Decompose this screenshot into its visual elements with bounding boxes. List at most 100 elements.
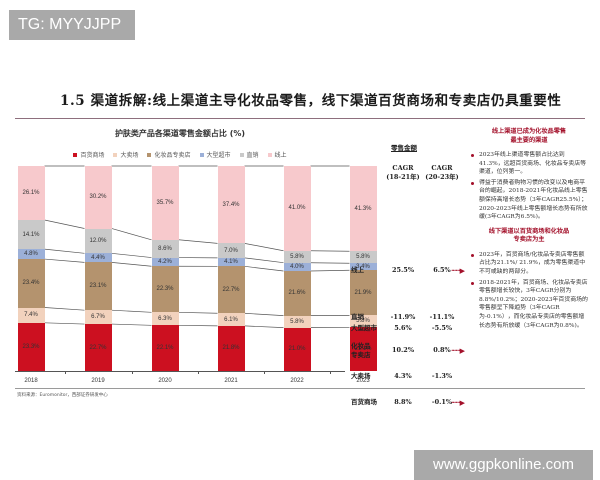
x-tick (131, 371, 133, 374)
chart-title: 护肤类产品各渠道零售金额占比 (%) (114, 129, 246, 138)
legend-item-direct: 直销 (239, 150, 259, 159)
bar-segment: 8.6% (151, 239, 179, 258)
col-header-line: CAGR (392, 164, 414, 172)
col-header-line: (20-23年) (425, 173, 459, 181)
arrow-right-icon: ······▶ (451, 398, 465, 407)
bar-segment: 4.8% (17, 249, 45, 260)
bar-segment: 21.9% (349, 270, 377, 316)
legend-label: 百货商场 (80, 152, 105, 159)
bar-segment: 22.7% (84, 324, 112, 371)
bar-segment: 5.8% (283, 315, 311, 328)
cagr-18-21-value: 25.5% (391, 266, 414, 274)
row-label: 大型超市 (351, 324, 377, 332)
x-tick (330, 371, 331, 374)
cagr-20-23-value: -5.5% (431, 324, 453, 332)
bar-2020: 22.1% 6.3% 22.3% 4.2% 8.6% 35.7% (151, 166, 179, 371)
x-tick-label: 2018 (24, 378, 38, 384)
x-tick-label: 2019 (91, 378, 105, 384)
bar-segment: 41.0% (283, 166, 311, 251)
bar-segment: 26.1% (17, 166, 45, 221)
x-tick-label: 2023 (356, 378, 370, 384)
bar-segment: 3.4% (349, 263, 377, 271)
bar-segment: 4.0% (283, 262, 311, 271)
col-header-cagr-18-21: CAGR (18-21年) (383, 164, 423, 182)
cagr-18-21-value: 10.2% (391, 346, 414, 354)
note-heading-line: 线上渠道已成为化妆品零售 (491, 128, 567, 135)
cagr-18-21-value: 4.3% (394, 372, 412, 380)
legend-swatch (239, 152, 244, 157)
x-tick-label: 2021 (224, 378, 238, 384)
legend-item-dept-store: 百货商场 (73, 150, 104, 159)
legend-label: 直销 (246, 152, 259, 159)
legend-item-beauty-specialist: 化妆品专卖店 (147, 150, 191, 159)
arrow-right-icon: ······▶ (451, 346, 465, 355)
chart-legend: 百货商场 大卖场 化妆品专卖店 大型超市 直销 线上 (20, 150, 340, 159)
row-label: 百货商场 (351, 398, 377, 406)
bar-segment: 12.0% (84, 228, 112, 254)
bar-segment: 30.2% (84, 166, 112, 229)
legend-label: 大卖场 (120, 152, 139, 159)
cagr-18-21-value: 8.8% (394, 398, 412, 406)
online-bullets: 2023年线上渠道零售额占比达到41.3%，远超百货商场、化妆品专卖店等渠道，位… (470, 151, 588, 222)
bar-segment: 7.4% (17, 307, 45, 323)
offline-bullets: 2023年，百货商场/化妆品专卖店零售额占比为21.1%/ 21.9%，成为零售… (470, 251, 588, 330)
cagr-table: 零售金额 CAGR (18-21年) CAGR (20-23年) 线上 25.5% 6.… (345, 128, 467, 407)
bar-2023: 21.1% 5.8% 21.9% 3.4% 5.8% 41.3% (349, 166, 377, 371)
bar-2018: 23.3% 7.4% 23.4% 4.8% 14.1% 26.1% (17, 166, 45, 371)
bar-segment: 5.8% (349, 315, 377, 328)
row-label: 直销 (351, 313, 364, 321)
cagr-20-23-value: -11.1% (429, 313, 455, 321)
bar-segment: 35.7% (151, 166, 179, 240)
bar-segment: 21.6% (283, 271, 311, 316)
cagr-20-23-value: 0.8% (433, 346, 451, 354)
note-heading-online: 线上渠道已成为化妆品零售 最主要的渠道 (470, 128, 588, 145)
bar-segment: 22.1% (151, 325, 179, 371)
bar-segment: 6.3% (151, 312, 179, 326)
legend-swatch (267, 152, 272, 157)
row-label: 线上 (351, 266, 364, 274)
x-tick (198, 371, 199, 374)
x-tick-label: 2020 (158, 378, 172, 384)
cagr-18-21-value: 5.6% (394, 324, 412, 332)
legend-item-hypermarket: 大型超市 (199, 150, 231, 159)
bar-segment: 41.3% (349, 166, 377, 252)
watermark-top: TG: MYYJJPP (9, 10, 135, 40)
col-header-line: CAGR (431, 164, 453, 172)
legend-swatch (113, 152, 118, 157)
bar-segment: 5.8% (283, 250, 311, 263)
note-heading-line: 专卖店为主 (513, 236, 545, 244)
cagr-20-23-value: -1.3% (431, 372, 453, 380)
bar-segment: 21.0% (283, 327, 311, 371)
bar-2019: 22.7% 6.7% 23.1% 4.4% 12.0% 30.2% (84, 166, 112, 371)
source-note: 资料来源：Euromonitor，西部证券研发中心 (17, 393, 108, 398)
col-header-cagr-20-23: CAGR (20-23年) (422, 164, 462, 182)
note-heading-line: 线下渠道以百货商场和化妆品 (488, 227, 570, 235)
bar-segment: 5.8% (349, 251, 377, 264)
row-label: 大卖场 (351, 372, 371, 380)
legend-swatch (199, 152, 204, 157)
page-title: 1.5 渠道拆解:线上渠道主导化妆品零售，线下渠道百货商场和专卖店仍具重要性 (60, 93, 562, 109)
series-connector-lines (44, 165, 350, 328)
bar-segment: 6.1% (217, 313, 245, 326)
bullet-item: 2023年线上渠道零售额占比达到41.3%，远超百货商场、化妆品专卖店等渠道，位… (470, 151, 588, 177)
x-tick (64, 371, 66, 374)
x-tick-label: 2022 (290, 378, 304, 384)
row-label: 化妆品 专卖店 (351, 342, 371, 359)
bar-segment: 14.1% (17, 220, 45, 250)
legend-swatch (73, 152, 78, 157)
cagr-20-23-value: 6.5% (433, 266, 451, 274)
legend-label: 化妆品专卖店 (154, 152, 191, 159)
bullet-item: 2018-2021年，百货商场、化妆品专卖店零售额增长较快，3年CAGR分别为8… (470, 279, 588, 331)
legend-item-hypermarket-big: 大卖场 (113, 150, 138, 159)
bar-segment: 21.8% (217, 325, 245, 371)
bar-2021: 21.8% 6.1% 22.7% 4.1% 7.0% 37.4% (217, 166, 245, 371)
table-header: 零售金额 (391, 144, 417, 152)
legend-item-online: 线上 (267, 150, 287, 159)
bar-segment: 4.2% (151, 257, 179, 267)
bar-segment: 23.4% (17, 259, 45, 308)
note-heading-offline: 线下渠道以百货商场和化妆品 专卖店为主 (470, 228, 588, 245)
title-divider (15, 118, 585, 119)
bullet-item: 得益于消费者购物习惯的改变以及电商平台的崛起，2018-2021年化妆品线上零售… (470, 179, 588, 222)
note-heading-line: 最主要的渠道 (510, 136, 548, 144)
bar-segment: 23.3% (17, 322, 45, 371)
